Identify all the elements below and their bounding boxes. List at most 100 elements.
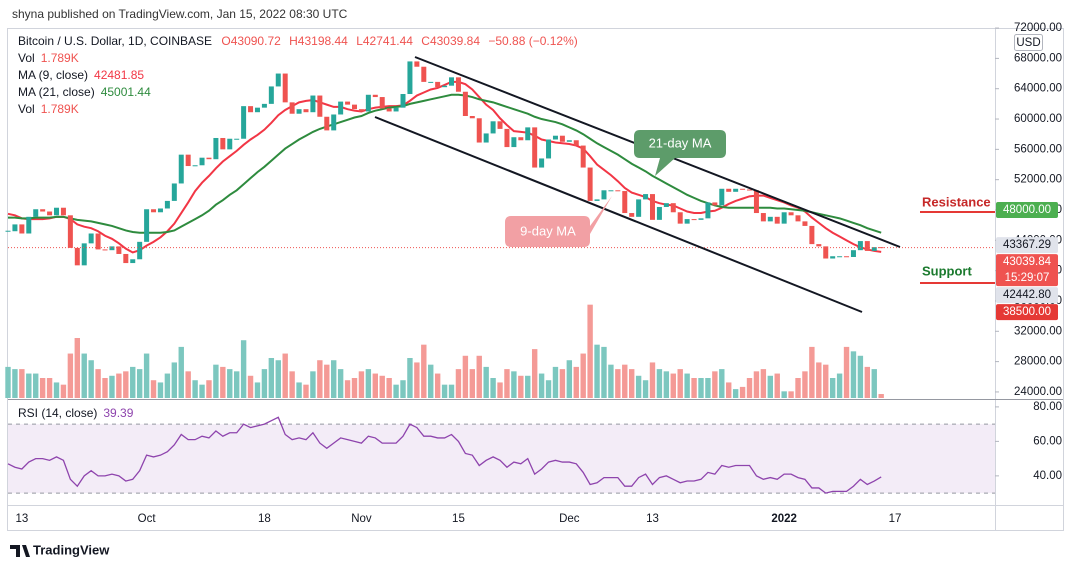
volume-bar <box>157 382 164 398</box>
candle-body <box>130 259 136 264</box>
candle-body <box>116 246 122 254</box>
volume-bar <box>781 391 787 398</box>
candle-body <box>774 216 780 224</box>
y-tick-label: 64000.00 <box>1014 83 1062 95</box>
price-tag-countdown: 15:29:07 <box>1005 272 1050 284</box>
volume-bar <box>594 344 600 398</box>
candle-body <box>248 106 254 113</box>
volume-bar <box>192 380 198 398</box>
volume-bar <box>732 389 739 398</box>
volume-bar <box>469 369 476 398</box>
candle-body <box>220 137 226 150</box>
volume-bar <box>767 375 773 398</box>
volume-bar <box>760 369 767 398</box>
volume-bar <box>642 380 649 398</box>
candle-body <box>830 256 836 259</box>
candle-body <box>663 203 669 207</box>
volume-bar <box>663 371 670 398</box>
candle-body <box>733 188 739 192</box>
volume-bar <box>213 364 219 398</box>
volume-bar <box>788 391 794 398</box>
volume-bar <box>816 362 822 398</box>
legend-value: 1.789K <box>41 51 79 65</box>
volume-bar <box>559 369 566 398</box>
candle-body <box>365 94 371 112</box>
volume-legend: Vol 1.789K <box>18 51 79 65</box>
legend-value: 1.789K <box>41 102 79 116</box>
volume-bar <box>351 378 358 398</box>
y-tick-label: 32000.00 <box>1014 325 1062 337</box>
footer-brand: TradingView <box>10 542 110 557</box>
candle-body <box>54 207 60 216</box>
candle-body <box>781 212 787 224</box>
candle-body <box>719 188 725 206</box>
candle-body <box>199 157 205 166</box>
candle-body <box>483 133 489 143</box>
candle-body <box>144 209 150 242</box>
volume-bar <box>379 375 385 398</box>
candle-body <box>455 77 461 92</box>
rsi-line <box>7 416 882 494</box>
candle-body <box>379 97 385 109</box>
candle-body <box>504 128 510 148</box>
x-tick-label: Nov <box>351 513 372 525</box>
symbol-title: Bitcoin / U.S. Dollar, 1D, COINBASE <box>18 34 212 48</box>
candle-body <box>698 218 704 220</box>
volume-bar <box>289 371 295 398</box>
volume-bar <box>331 360 337 398</box>
price-tag <box>996 304 1058 321</box>
candle-body <box>414 61 420 67</box>
volume-bar <box>185 371 191 398</box>
volume-bar <box>296 382 302 398</box>
candle-body <box>109 246 115 251</box>
candle-body <box>844 256 850 258</box>
volume-bar <box>670 373 676 398</box>
candle-body <box>26 216 32 234</box>
y-tick-label: 68000.00 <box>1014 52 1062 64</box>
candle-body <box>372 94 378 98</box>
volume-bar <box>171 362 178 398</box>
rsi-band <box>8 424 995 494</box>
candle-body <box>643 194 649 200</box>
candle-body <box>684 219 690 224</box>
volume-bar <box>275 360 281 398</box>
volume-bar <box>164 373 171 398</box>
volume-bar <box>5 366 11 398</box>
volume-bar <box>46 378 53 398</box>
candle-body <box>345 101 351 105</box>
volume-bar <box>545 380 552 398</box>
candle-body <box>393 107 399 112</box>
price-tag-label: 42442.80 <box>1003 289 1051 301</box>
volume-bar <box>629 369 635 398</box>
y-tick-label: 60000.00 <box>1014 113 1062 125</box>
volume-bar <box>753 371 760 398</box>
volume-bar <box>130 366 136 398</box>
volume-bar <box>282 353 288 398</box>
candle-body <box>580 145 586 168</box>
volume-bar <box>53 382 60 398</box>
candle-body <box>164 200 170 209</box>
candle-body <box>871 247 877 251</box>
currency-label: USD <box>1016 37 1040 49</box>
volume-bar <box>421 344 427 398</box>
candle-body <box>629 213 635 217</box>
candle-body <box>656 206 662 220</box>
callout-text: 9-day MA <box>520 223 576 238</box>
candle-body <box>767 216 773 222</box>
volume-bar <box>726 382 732 398</box>
candle-body <box>525 127 531 141</box>
volume-bar <box>60 384 67 398</box>
volume-bar <box>795 378 801 398</box>
candle-body <box>282 73 288 103</box>
volume-bar <box>143 353 150 398</box>
volume-bar <box>317 360 323 398</box>
candle-body <box>594 199 600 201</box>
ma21-legend: MA (21, close) 45001.44 <box>18 85 151 99</box>
support-label: Support <box>922 263 972 278</box>
candle-body <box>490 121 496 134</box>
volume-bar <box>386 378 392 398</box>
volume-bar <box>525 375 531 398</box>
legend-name: RSI (14, close) <box>18 406 97 420</box>
volume-bar <box>878 394 884 398</box>
volume-bar <box>261 369 268 398</box>
